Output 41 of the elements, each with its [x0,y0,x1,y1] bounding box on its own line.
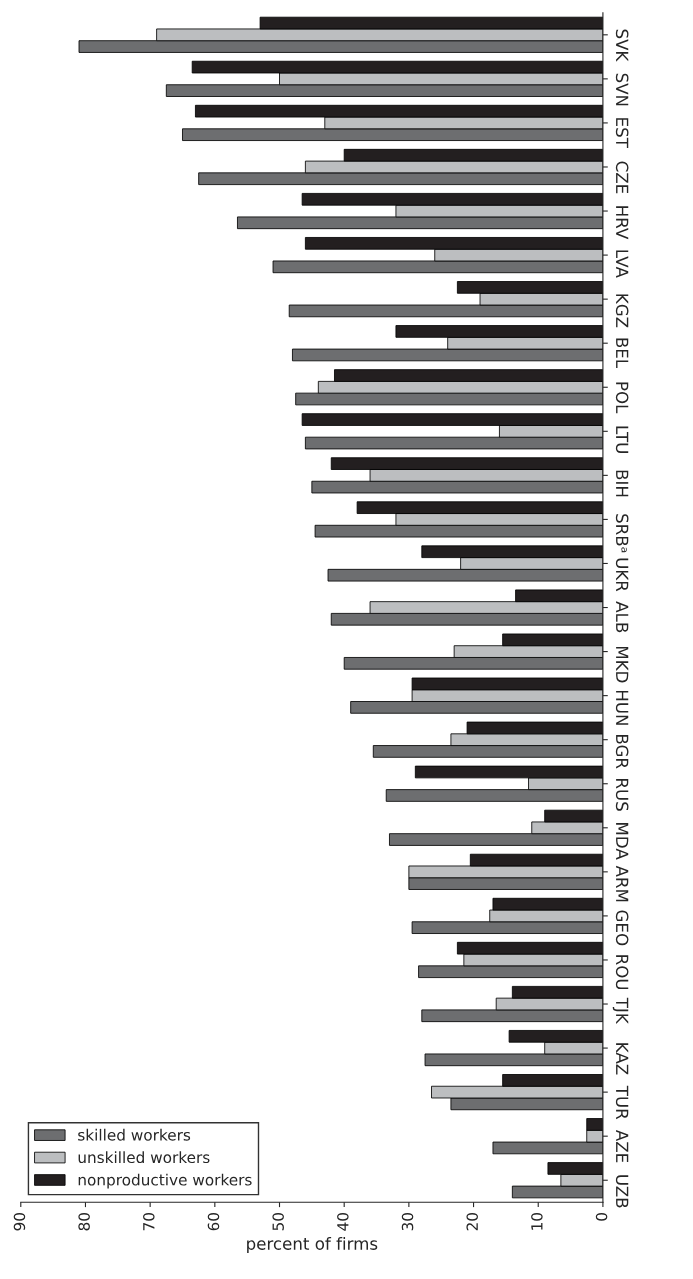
y-tick-label: UZB [615,1175,629,1208]
y-tick-label: UKR [615,558,629,592]
y-tick-label: LVA [616,250,629,278]
legend-label: unskilled workers [78,1151,210,1164]
y-tick-label: EST [615,118,629,148]
legend-label: nonproductive workers [78,1173,252,1189]
y-tick-label: SVK [615,29,629,62]
x-tick-label: 90 [13,1213,26,1231]
y-tick-label: POL [615,382,629,414]
y-tick-label: HRV [616,206,629,240]
x-axis-title: percent of firms [247,1236,378,1254]
x-tick-label: 80 [78,1213,90,1231]
y-tick-label: MDA [616,823,629,860]
y-tick-label: MKD [616,646,629,683]
x-tick-label: 50 [272,1213,284,1231]
y-tick-label: BIH [616,470,629,497]
y-tick-label: BGR [615,734,629,769]
x-tick-label: 40 [337,1213,349,1231]
y-tick-label: HUN [615,690,629,725]
y-tick-label: SRBᵃ [615,514,629,553]
y-tick-label: SVN [615,73,629,106]
x-tick-label: 60 [207,1213,220,1231]
y-tick-label: KGZ [615,294,629,328]
y-tick-label: GEO [615,910,629,946]
y-tick-label: TJK [612,997,629,1025]
x-tick-label: 0 [595,1213,608,1221]
legend-label: skilled workers [78,1128,191,1141]
y-tick-label: RUS [615,779,629,811]
y-tick-label: LTU [615,426,629,453]
x-tick-label: 70 [143,1213,155,1231]
y-tick-label: KAZ [616,1043,629,1075]
x-tick-label: 20 [466,1213,478,1231]
y-tick-label: AZE [616,1129,629,1163]
y-tick-label: ALB [616,601,629,633]
y-tick-label: TUR [615,1085,629,1120]
y-tick-label: ARM [616,865,629,902]
x-tick-label: 10 [531,1213,543,1230]
y-tick-label: BEL [616,338,629,369]
x-tick-label: 30 [401,1213,414,1231]
y-tick-label: CZE [615,161,629,194]
y-tick-label: ROU [615,955,629,990]
